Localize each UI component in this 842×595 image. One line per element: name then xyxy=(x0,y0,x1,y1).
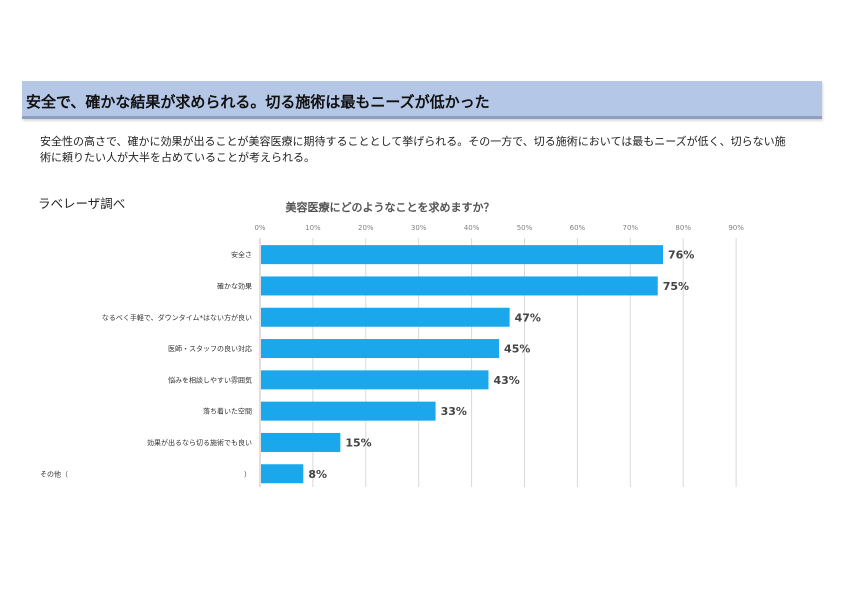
data-label: 33% xyxy=(441,405,467,418)
category-label: 安全さ xyxy=(231,250,252,259)
data-label: 75% xyxy=(663,280,689,293)
bar xyxy=(261,307,510,327)
data-label: 43% xyxy=(493,374,519,387)
x-tick-label: 40% xyxy=(464,224,480,232)
category-label: 医師・スタッフの良い対応 xyxy=(168,344,252,353)
chart-title: 美容医療にどのようなことを求めますか？ xyxy=(285,201,495,214)
x-tick-label: 30% xyxy=(411,224,427,232)
x-tick-label: 60% xyxy=(570,224,586,232)
x-tick-label: 50% xyxy=(517,224,533,232)
x-tick-label: 70% xyxy=(623,224,639,232)
bar xyxy=(261,464,304,484)
bar xyxy=(261,245,664,265)
x-tick-label: 20% xyxy=(358,224,374,232)
data-label: 47% xyxy=(515,311,541,324)
category-label: その他（） xyxy=(40,469,251,478)
category-label: なるべく手軽で、ダウンタイム*はない方が良い xyxy=(102,313,252,322)
description-text: 安全性の高さで、確かに効果が出ることが美容医療に期待することとして挙げられる。そ… xyxy=(40,135,786,164)
x-tick-label: 90% xyxy=(728,224,744,232)
x-tick-label: 80% xyxy=(675,224,691,232)
data-label: 15% xyxy=(345,436,371,449)
bar xyxy=(261,276,658,296)
category-label: 悩みを相談しやすい雰囲気 xyxy=(168,375,252,384)
bar xyxy=(261,339,500,359)
x-tick-label: 10% xyxy=(305,224,321,232)
header-banner: 安全で、確かな結果が求められる。切る施術は最もニーズが低かった xyxy=(22,81,822,119)
x-tick-label: 0% xyxy=(254,224,265,232)
bar xyxy=(261,370,489,390)
category-label: 確かな効果 xyxy=(217,281,252,290)
page-title: 安全で、確かな結果が求められる。切る施術は最もニーズが低かった xyxy=(26,93,490,111)
data-label: 76% xyxy=(668,249,694,262)
data-label: 45% xyxy=(504,343,530,356)
bar xyxy=(261,432,341,452)
category-label: 落ち着いた空間 xyxy=(203,407,252,416)
category-label: 効果が出るなら切る施術でも良い xyxy=(147,438,252,447)
source-label: ラベレーザ調べ xyxy=(38,196,126,211)
bar xyxy=(261,401,436,421)
data-label: 8% xyxy=(308,468,327,481)
